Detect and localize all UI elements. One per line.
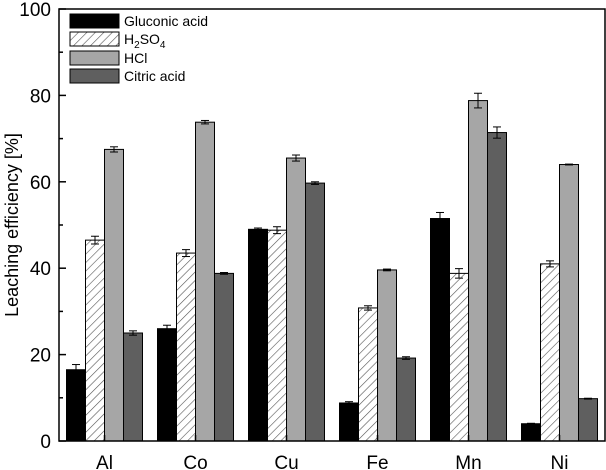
error-bar-h2so4-ni <box>546 260 554 268</box>
legend-label-hcl: HCl <box>124 50 147 66</box>
error-bar-hcl-cu <box>292 154 300 162</box>
legend-swatch-citric-acid <box>69 68 120 84</box>
x-tick-label-cu: Cu <box>274 453 298 470</box>
y-axis-title: Leaching efficiency [%] <box>2 133 22 317</box>
legend-swatch-gluconic-acid <box>69 13 120 29</box>
legend-label-citric-acid: Citric acid <box>124 68 185 84</box>
error-bar-hcl-fe <box>383 268 391 272</box>
y-axis: 0 20 40 60 80 100 <box>19 0 66 453</box>
error-bar-gluconic-acid-co <box>163 324 171 333</box>
legend-item-h2so4: H2SO4 <box>69 31 166 51</box>
bar-h2so4-ni <box>540 263 560 442</box>
bar-gluconic-acid-al <box>66 369 86 442</box>
error-bar-h2so4-al <box>91 235 99 245</box>
x-tick-label-co: Co <box>183 453 207 470</box>
bar-gluconic-acid-co <box>157 328 177 442</box>
bar-gluconic-acid-mn <box>430 218 450 442</box>
y-tick-label: 0 <box>40 432 51 453</box>
legend-item-citric-acid: Citric acid <box>69 68 185 84</box>
x-axis: Al Co Cu Fe Mn Ni <box>96 435 568 470</box>
bar-citric-acid-cu <box>305 182 325 442</box>
bar-hcl-al <box>104 148 124 442</box>
bar-hcl-ni <box>559 164 579 442</box>
bar-h2so4-cu <box>267 229 287 442</box>
bar-hcl-fe <box>377 269 397 442</box>
bar-h2so4-mn <box>449 272 469 442</box>
error-bar-hcl-ni <box>565 163 573 166</box>
y-tick-label: 60 <box>30 173 51 194</box>
y-tick-label: 80 <box>30 86 51 107</box>
error-bar-gluconic-acid-al <box>72 364 80 376</box>
error-bar-hcl-al <box>110 146 118 153</box>
error-bar-citric-acid-al <box>129 330 137 336</box>
legend-swatch-h2so4 <box>69 31 120 47</box>
bar-h2so4-fe <box>358 307 378 442</box>
error-bar-citric-acid-cu <box>311 181 319 185</box>
error-bar-citric-acid-fe <box>402 356 410 360</box>
legend-label-gluconic-acid: Gluconic acid <box>124 13 208 29</box>
bar-citric-acid-al <box>123 332 143 442</box>
y-tick-label: 40 <box>30 259 51 280</box>
legend-item-gluconic-acid: Gluconic acid <box>69 13 208 29</box>
error-bar-citric-acid-mn <box>493 126 501 139</box>
legend-item-hcl: HCl <box>69 50 147 66</box>
error-bar-hcl-co <box>201 119 209 125</box>
x-tick-label-ni: Ni <box>551 453 569 470</box>
error-bar-h2so4-cu <box>273 226 281 235</box>
bars-layer <box>66 100 598 442</box>
error-bar-hcl-mn <box>474 92 482 109</box>
x-tick-label-mn: Mn <box>455 453 481 470</box>
error-bar-citric-acid-co <box>220 272 228 275</box>
legend-swatch-hcl <box>69 50 120 66</box>
error-bar-gluconic-acid-fe <box>345 401 353 405</box>
x-tick-label-fe: Fe <box>366 453 388 470</box>
bar-h2so4-al <box>85 239 105 442</box>
error-bar-h2so4-mn <box>455 268 463 279</box>
bar-gluconic-acid-ni <box>521 423 541 442</box>
y-tick-label: 100 <box>19 0 51 21</box>
error-bar-gluconic-acid-ni <box>527 422 535 425</box>
error-bar-gluconic-acid-cu <box>254 227 262 232</box>
bar-citric-acid-fe <box>396 357 416 442</box>
bar-gluconic-acid-cu <box>248 228 268 442</box>
error-bar-h2so4-co <box>182 249 190 258</box>
bar-citric-acid-ni <box>578 398 598 442</box>
bar-hcl-cu <box>286 157 306 442</box>
error-bars-layer <box>72 92 592 425</box>
plot-area: 0 20 40 60 80 100 Al Co Cu Fe Mn Ni <box>19 0 606 470</box>
bar-citric-acid-mn <box>487 132 507 442</box>
error-bar-gluconic-acid-mn <box>436 211 444 226</box>
legend: Gluconic acid H2SO4 HCl Citric acid <box>69 13 208 84</box>
bar-citric-acid-co <box>214 272 234 442</box>
bar-gluconic-acid-fe <box>339 402 359 442</box>
y-tick-label: 20 <box>30 346 51 367</box>
error-bar-citric-acid-ni <box>584 397 592 400</box>
error-bar-h2so4-fe <box>364 305 372 311</box>
bar-h2so4-co <box>176 252 196 442</box>
legend-label-h2so4: H2SO4 <box>124 31 166 51</box>
bar-hcl-mn <box>468 100 488 442</box>
x-tick-label-al: Al <box>96 453 113 470</box>
bar-hcl-co <box>195 121 215 442</box>
